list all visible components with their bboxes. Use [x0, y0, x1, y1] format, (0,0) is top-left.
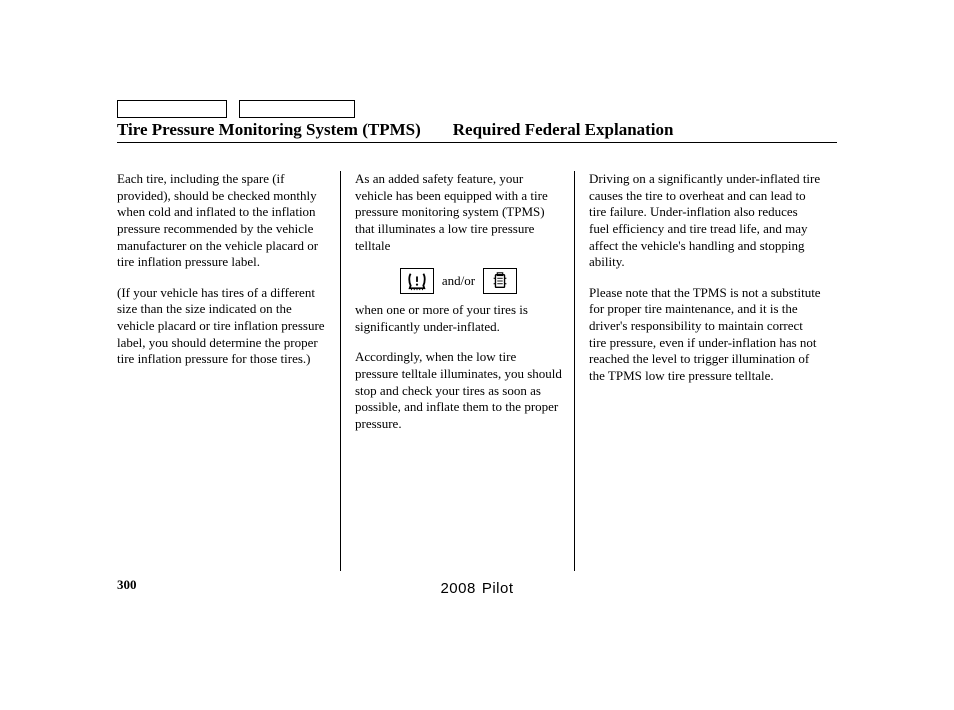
body-columns: Each tire, including the spare (if provi…	[117, 171, 837, 571]
column-2: As an added safety feature, your vehicle…	[341, 171, 575, 571]
column-3: Driving on a significantly under-inflate…	[575, 171, 837, 571]
footer-model: Pilot	[482, 580, 514, 597]
title-row: Tire Pressure Monitoring System (TPMS) R…	[117, 120, 837, 143]
tpms-telltale-icon	[400, 268, 434, 294]
placeholder-box-left	[117, 100, 227, 118]
col2-para3: Accordingly, when the low tire pressure …	[355, 349, 562, 432]
title-explanation: Required Federal Explanation	[453, 120, 674, 140]
andor-text: and/or	[442, 273, 475, 290]
telltale-icons-row: and/or	[355, 268, 562, 294]
col2-para2: when one or more of your tires is signif…	[355, 302, 562, 335]
page-content: Tire Pressure Monitoring System (TPMS) R…	[117, 100, 837, 593]
footer-year: 2008	[440, 580, 475, 597]
col1-para1: Each tire, including the spare (if provi…	[117, 171, 328, 271]
column-1: Each tire, including the spare (if provi…	[117, 171, 341, 571]
tpms-alt-telltale-icon	[483, 268, 517, 294]
col1-para2: (If your vehicle has tires of a differen…	[117, 285, 328, 368]
header-placeholder-boxes	[117, 100, 837, 118]
col3-para1: Driving on a significantly under-inflate…	[589, 171, 821, 271]
title-tpms: Tire Pressure Monitoring System (TPMS)	[117, 120, 421, 140]
placeholder-box-right	[239, 100, 355, 118]
col2-para1: As an added safety feature, your vehicle…	[355, 171, 562, 254]
col3-para2: Please note that the TPMS is not a subst…	[589, 285, 821, 385]
footer: 2008 Pilot	[0, 580, 954, 597]
